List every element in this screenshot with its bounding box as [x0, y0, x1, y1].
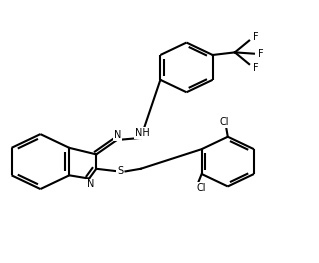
Text: S: S	[117, 166, 123, 176]
Text: NH: NH	[135, 128, 149, 138]
Text: F: F	[253, 32, 259, 42]
Text: F: F	[253, 63, 259, 73]
Text: Cl: Cl	[220, 117, 229, 127]
Text: Cl: Cl	[197, 183, 206, 193]
Text: N: N	[87, 179, 94, 189]
Text: F: F	[258, 49, 264, 59]
Text: N: N	[114, 130, 121, 140]
